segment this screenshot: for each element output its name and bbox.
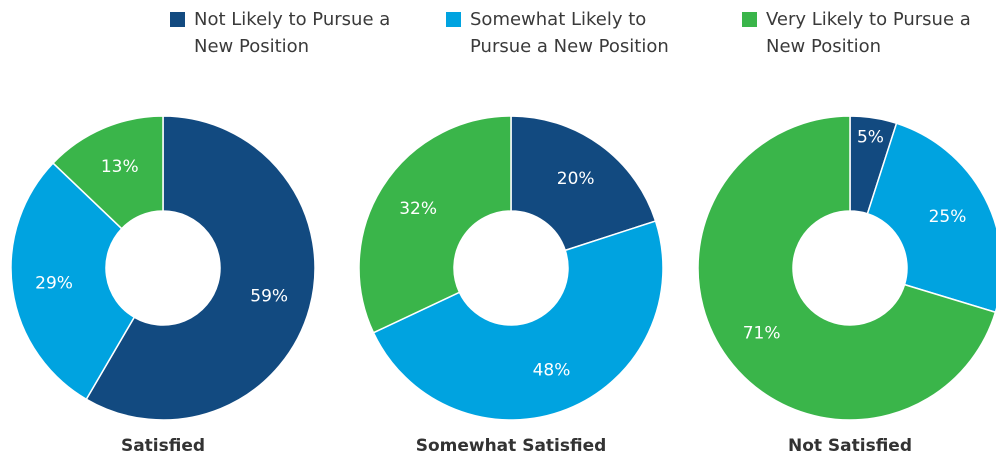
chart-title: Somewhat Satisfied xyxy=(416,436,607,456)
donut-slice xyxy=(866,122,996,314)
chart-title: Satisfied xyxy=(121,436,205,456)
donut-slice xyxy=(10,161,136,401)
value-label: 29% xyxy=(35,273,73,293)
value-label: 71% xyxy=(743,323,781,343)
donut-slice xyxy=(358,115,512,334)
legend-item: Not Likely to Pursue a New Position xyxy=(170,6,414,60)
legend-swatch xyxy=(446,12,461,27)
donut-slice xyxy=(51,115,164,230)
legend-item: Very Likely to Pursue a New Position xyxy=(742,6,986,60)
legend-label: Very Likely to Pursue a New Position xyxy=(766,9,971,57)
value-label: 20% xyxy=(557,169,595,189)
value-label: 5% xyxy=(857,128,884,148)
chart-title: Not Satisfied xyxy=(788,436,912,456)
value-label: 59% xyxy=(250,287,288,307)
value-label: 25% xyxy=(929,207,967,227)
donut-slice xyxy=(510,115,657,252)
value-label: 48% xyxy=(533,360,571,380)
value-label: 13% xyxy=(101,157,139,177)
legend-label: Not Likely to Pursue a New Position xyxy=(194,9,391,57)
donut-slice xyxy=(372,220,664,421)
legend-label: Somewhat Likely to Pursue a New Position xyxy=(470,9,669,57)
legend-swatch xyxy=(170,12,185,27)
donut-slice xyxy=(697,115,996,421)
donut-slice xyxy=(85,115,316,421)
legend-item: Somewhat Likely to Pursue a New Position xyxy=(446,6,690,60)
value-label: 32% xyxy=(399,199,437,219)
legend-swatch xyxy=(742,12,757,27)
